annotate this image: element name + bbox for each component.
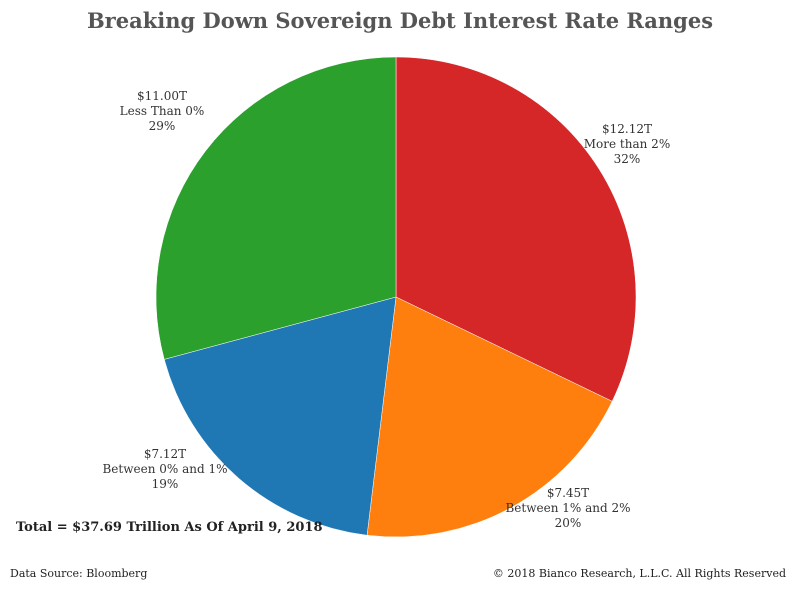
pie-slice-4: [155, 56, 397, 360]
copyright: © 2018 Bianco Research, L.L.C. All Right…: [492, 567, 786, 580]
slice-value-label: $7.12T: [144, 447, 186, 461]
slice-category-label: More than 2%: [584, 137, 670, 151]
pie-slices: [155, 56, 637, 538]
slice-category-label: Between 0% and 1%: [102, 462, 227, 476]
slice-percent-label: 29%: [149, 119, 176, 133]
slice-label-3: $7.12T Between 0% and 1% 19%: [102, 447, 227, 491]
total-note: Total = $37.69 Trillion As Of April 9, 2…: [16, 520, 323, 535]
slice-label-1: $12.12T More than 2% 32%: [584, 122, 670, 166]
slice-label-2: $7.45T Between 1% and 2% 20%: [505, 486, 630, 530]
slice-category-label: Less Than 0%: [120, 104, 205, 118]
slice-percent-label: 19%: [152, 477, 179, 491]
slice-value-label: $7.45T: [547, 486, 589, 500]
pie-labels: $12.12T More than 2% 32% $7.45T Between 1% a…: [102, 89, 670, 530]
pie-slice-2: [366, 296, 613, 538]
chart-title: Breaking Down Sovereign Debt Interest Ra…: [86, 8, 714, 33]
slice-percent-label: 20%: [555, 516, 582, 530]
data-source: Data Source: Bloomberg: [10, 567, 148, 580]
slice-category-label: Between 1% and 2%: [505, 501, 630, 515]
slice-value-label: $11.00T: [137, 89, 187, 103]
pie-slice-3: [163, 296, 397, 536]
slice-label-4: $11.00T Less Than 0% 29%: [120, 89, 205, 133]
slice-percent-label: 32%: [614, 152, 641, 166]
slice-value-label: $12.12T: [602, 122, 652, 136]
pie-slice-1: [395, 56, 637, 402]
